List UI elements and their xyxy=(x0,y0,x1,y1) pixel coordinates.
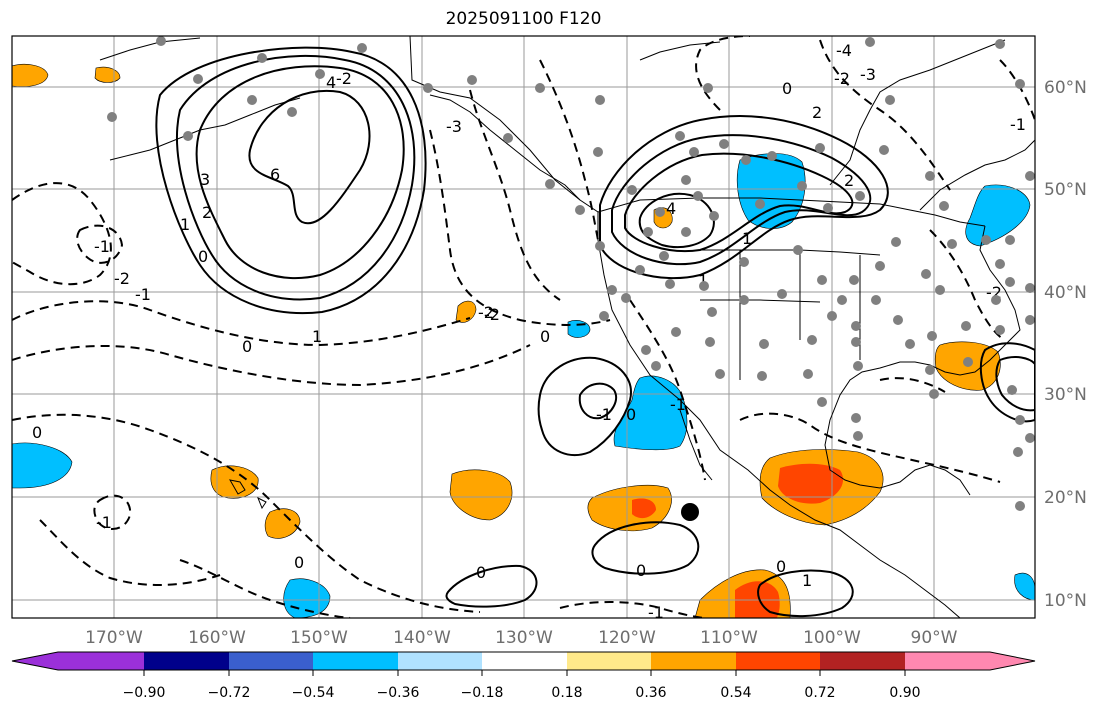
contour-label: 1 xyxy=(742,229,752,248)
contour-label: 2 xyxy=(812,103,822,122)
contour-label: -3 xyxy=(860,65,876,84)
colorbar-tick-label: −0.72 xyxy=(208,685,251,701)
map-frame xyxy=(11,35,1036,619)
contour-label: 3 xyxy=(200,170,210,189)
contour-labels: 4 6 3 2 1 0 -1 -2 -1 0 -2 0 1 0 0 -1 0 0… xyxy=(32,41,1026,622)
contour-label: -1 xyxy=(670,395,686,414)
colorbar: −0.90 −0.72 −0.54 −0.36 −0.18 0.18 0.36 … xyxy=(11,651,1036,701)
shade-orange-hawaii2 xyxy=(264,508,301,539)
colorbar-segment xyxy=(567,652,651,670)
contour-label: 0 xyxy=(198,247,208,266)
station-dots xyxy=(107,36,1035,511)
colorbar-segment xyxy=(905,652,990,670)
contour-label: -1 xyxy=(596,405,612,424)
coastlines xyxy=(99,36,1035,618)
lon-label: 160°W xyxy=(188,628,246,648)
colorbar-outline xyxy=(11,651,1036,671)
shade-red-pac xyxy=(632,498,656,519)
contour-label: 1 xyxy=(180,215,190,234)
lon-label: 150°W xyxy=(290,628,348,648)
colorbar-segment xyxy=(990,652,1035,670)
shade-blue-se xyxy=(1014,572,1035,601)
gridlines xyxy=(12,36,1035,618)
colorbar-segment xyxy=(736,652,820,670)
contour-label: 2 xyxy=(844,171,854,190)
contour-label: 0 xyxy=(626,405,636,424)
contour-label: -1 xyxy=(648,603,664,622)
contour-label: -2 xyxy=(478,303,494,322)
colorbar-tick-label: −0.90 xyxy=(123,685,166,701)
shade-red-mex xyxy=(778,463,844,504)
lat-label: 60°N xyxy=(1044,78,1087,98)
contour-label: 6 xyxy=(270,165,280,184)
contour-label: -1 xyxy=(135,285,151,304)
lat-label: 50°N xyxy=(1044,180,1087,200)
lon-label: 90°W xyxy=(911,628,958,648)
contour-label: 1 xyxy=(698,271,708,290)
contour-label: 1 xyxy=(802,571,812,590)
colorbar-segment xyxy=(482,652,567,670)
colorbar-tick-label: −0.36 xyxy=(377,685,420,701)
lon-label: 110°W xyxy=(700,628,758,648)
lat-label: 20°N xyxy=(1044,488,1087,508)
contour-label: -4 xyxy=(836,41,852,60)
contour-label: -2 xyxy=(484,305,500,324)
lat-label: 40°N xyxy=(1044,283,1087,303)
contour-label: 4 xyxy=(326,73,336,92)
contours xyxy=(12,36,1035,618)
contour-label: 0 xyxy=(540,327,550,346)
map-title: 2025091100 F120 xyxy=(445,9,602,29)
contour-label: -1 xyxy=(94,237,110,256)
colorbar-segment xyxy=(144,652,229,670)
contour-label: 0 xyxy=(776,557,786,576)
lon-label: 130°W xyxy=(495,628,553,648)
lat-label: 10°N xyxy=(1044,591,1087,611)
colorbar-tick-label: 0.54 xyxy=(720,685,751,701)
shade-blue-quebec xyxy=(965,184,1031,247)
tropical-cyclone-marker xyxy=(681,503,699,521)
colorbar-tick-label: 0.72 xyxy=(804,685,835,701)
colorbar-tick-label: 0.36 xyxy=(635,685,666,701)
shade-orange-small1 xyxy=(455,300,477,323)
colorbar-segment xyxy=(313,652,398,670)
contour-label: -1 xyxy=(96,513,112,532)
lon-label: 170°W xyxy=(85,628,143,648)
contour-label: 4 xyxy=(666,199,676,218)
colorbar-tick-label: −0.54 xyxy=(292,685,335,701)
shade-blue-montana xyxy=(736,153,806,229)
contour-label: 0 xyxy=(636,561,646,580)
lon-label: 120°W xyxy=(598,628,656,648)
colorbar-segment xyxy=(651,652,736,670)
colorbar-segment xyxy=(398,652,482,670)
latitude-axis: 10°N 20°N 30°N 40°N 50°N 60°N xyxy=(1044,78,1087,611)
lat-label: 30°N xyxy=(1044,385,1087,405)
contour-label: -2 xyxy=(834,69,850,88)
contour-label: 0 xyxy=(476,563,486,582)
colorbar-tick-label: 0.18 xyxy=(551,685,582,701)
contour-label: -3 xyxy=(446,117,462,136)
contour-label: -2 xyxy=(336,69,352,88)
contour-label: 0 xyxy=(294,553,304,572)
shade-orange-hawaii xyxy=(210,465,259,499)
colorbar-segment xyxy=(58,652,144,670)
contour-label: 0 xyxy=(242,337,252,356)
contour-label: -2 xyxy=(114,269,130,288)
contour-label: 0 xyxy=(782,79,792,98)
colorbar-tick-label: −0.18 xyxy=(461,685,504,701)
shade-orange-mid xyxy=(449,469,513,521)
shade-blue-west xyxy=(12,442,73,489)
contour-label: 0 xyxy=(32,423,42,442)
longitude-axis: 170°W 160°W 150°W 140°W 130°W 120°W 110°… xyxy=(85,628,958,648)
colorbar-segment xyxy=(12,652,58,670)
map-area: 4 6 3 2 1 0 -1 -2 -1 0 -2 0 1 0 0 -1 0 0… xyxy=(12,36,1035,622)
lon-label: 140°W xyxy=(393,628,451,648)
contour-label: 2 xyxy=(202,203,212,222)
contour-label: 1 xyxy=(312,327,322,346)
lon-label: 100°W xyxy=(803,628,861,648)
colorbar-tick-label: 0.90 xyxy=(889,685,920,701)
colorbar-segment xyxy=(229,652,313,670)
colorbar-segment xyxy=(820,652,905,670)
contour-label: -1 xyxy=(1010,115,1026,134)
